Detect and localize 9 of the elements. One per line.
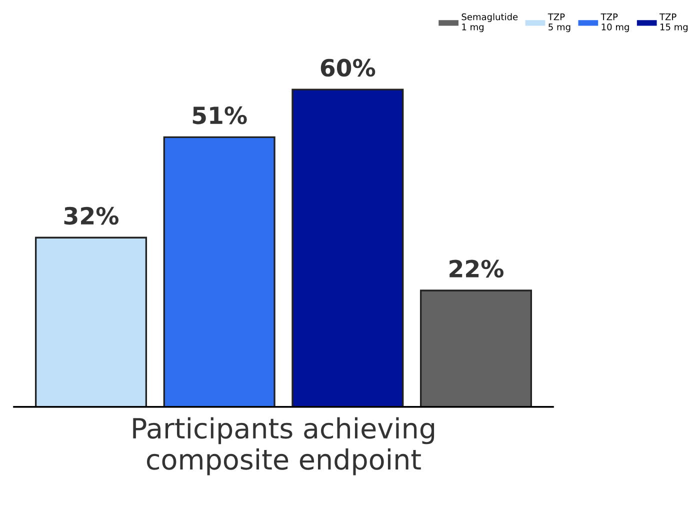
x-axis-title: Participants achieving composite endpoint: [133, 417, 434, 476]
data-label: 51%: [192, 106, 247, 124]
data-label: 32%: [64, 206, 119, 225]
legend-label: Semaglutide 1 mg: [462, 13, 518, 32]
data-label: 22%: [450, 260, 504, 278]
data-label: 60%: [320, 58, 376, 77]
legend-label: TZP 15 mg: [659, 14, 688, 32]
legend-label: TZP 5 mg: [548, 14, 570, 32]
legend-label: TZP 10 mg: [600, 14, 629, 32]
